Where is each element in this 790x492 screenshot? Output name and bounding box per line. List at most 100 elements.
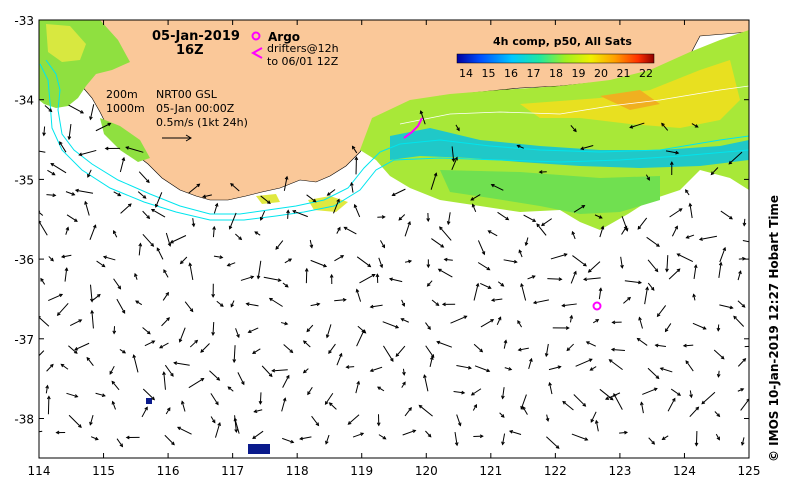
current-vector: [573, 394, 587, 407]
current-vector: [404, 407, 412, 417]
current-vector: [569, 314, 574, 323]
current-vector: [701, 391, 716, 405]
current-vector: [621, 225, 628, 235]
current-vector: [516, 144, 524, 149]
current-vector: [378, 257, 384, 269]
current-vector: [329, 273, 334, 285]
current-vector: [68, 414, 82, 429]
current-vector: [547, 277, 563, 282]
lon-tick-label: 116: [157, 464, 180, 478]
current-vector: [111, 400, 116, 410]
current-vector: [648, 437, 656, 445]
colorbar-tick-label: 15: [482, 67, 496, 80]
current-vector: [159, 342, 169, 349]
current-vector: [550, 253, 568, 260]
current-vector: [473, 434, 484, 439]
current-vector: [470, 194, 481, 201]
currents-model-label: NRT00 GSL: [156, 88, 218, 101]
colorbar-title: 4h comp, p50, All Sats: [493, 35, 632, 48]
current-vector: [661, 122, 669, 131]
current-vector: [688, 202, 693, 219]
current-vector: [742, 218, 747, 227]
current-vector: [90, 436, 99, 441]
current-vector: [92, 293, 101, 301]
current-vector: [40, 277, 46, 285]
current-vector: [520, 282, 527, 301]
current-vector: [349, 181, 354, 193]
current-vector: [719, 246, 727, 263]
drifters-legend-line1: drifters@12h: [267, 42, 339, 55]
current-vector: [180, 400, 186, 412]
current-vector: [419, 110, 426, 125]
current-vector: [613, 392, 623, 410]
current-vector: [134, 272, 138, 280]
current-vector: [253, 409, 263, 413]
current-vector: [307, 386, 313, 396]
current-vector: [570, 270, 577, 284]
current-vector: [676, 253, 694, 263]
current-vector: [623, 296, 632, 304]
current-vector: [423, 374, 429, 392]
current-vector: [425, 430, 432, 438]
lat-tick-label: -34: [14, 94, 34, 108]
drifter-legend-icon: [250, 47, 263, 59]
current-vector: [456, 365, 472, 370]
current-vector: [369, 366, 383, 373]
current-vector: [39, 430, 43, 433]
current-vector: [165, 232, 172, 247]
current-vector: [65, 191, 76, 196]
current-vector: [437, 268, 453, 278]
current-vector: [59, 141, 67, 153]
current-vector: [391, 188, 406, 197]
current-vector: [490, 183, 504, 191]
current-vector: [538, 170, 547, 174]
lon-tick-label: 124: [673, 464, 696, 478]
current-vector: [304, 267, 309, 284]
current-vector: [522, 406, 528, 415]
current-vector: [692, 322, 707, 330]
current-vector: [503, 339, 508, 349]
current-vector: [532, 299, 549, 305]
sst-blob-cold: [248, 444, 270, 454]
current-vector: [496, 316, 502, 326]
current-vector: [582, 277, 601, 282]
current-vector: [282, 374, 290, 388]
current-vector: [667, 397, 676, 412]
current-vector: [210, 416, 216, 424]
current-vector: [48, 293, 64, 302]
current-vector: [740, 437, 745, 446]
current-vector: [380, 240, 386, 249]
current-vector: [356, 256, 372, 268]
current-vector: [689, 390, 693, 399]
current-vector: [230, 182, 240, 192]
current-vector: [685, 360, 694, 372]
current-vector: [280, 321, 289, 326]
current-vector: [604, 392, 621, 400]
current-vector: [235, 328, 240, 339]
current-vector: [142, 327, 151, 335]
current-vector: [89, 224, 97, 240]
current-vector: [343, 226, 357, 235]
current-vector: [113, 191, 122, 197]
current-vector: [693, 264, 698, 279]
current-vector: [685, 234, 695, 239]
current-vector: [141, 406, 148, 418]
current-vector: [720, 210, 733, 220]
current-vector: [377, 215, 386, 219]
current-vector: [590, 411, 597, 423]
current-vector: [610, 347, 625, 352]
current-vector: [425, 345, 435, 359]
current-vector: [402, 368, 406, 376]
current-vector: [474, 365, 491, 373]
current-vector: [352, 432, 365, 438]
current-vector: [214, 421, 221, 438]
colorbar-tick-label: 19: [572, 67, 586, 80]
lon-tick-label: 121: [479, 464, 502, 478]
current-vector: [65, 226, 70, 235]
current-vector: [552, 326, 570, 330]
current-vector: [453, 390, 466, 395]
current-vector: [119, 349, 127, 354]
current-vector: [138, 242, 143, 256]
current-vector: [401, 299, 406, 307]
